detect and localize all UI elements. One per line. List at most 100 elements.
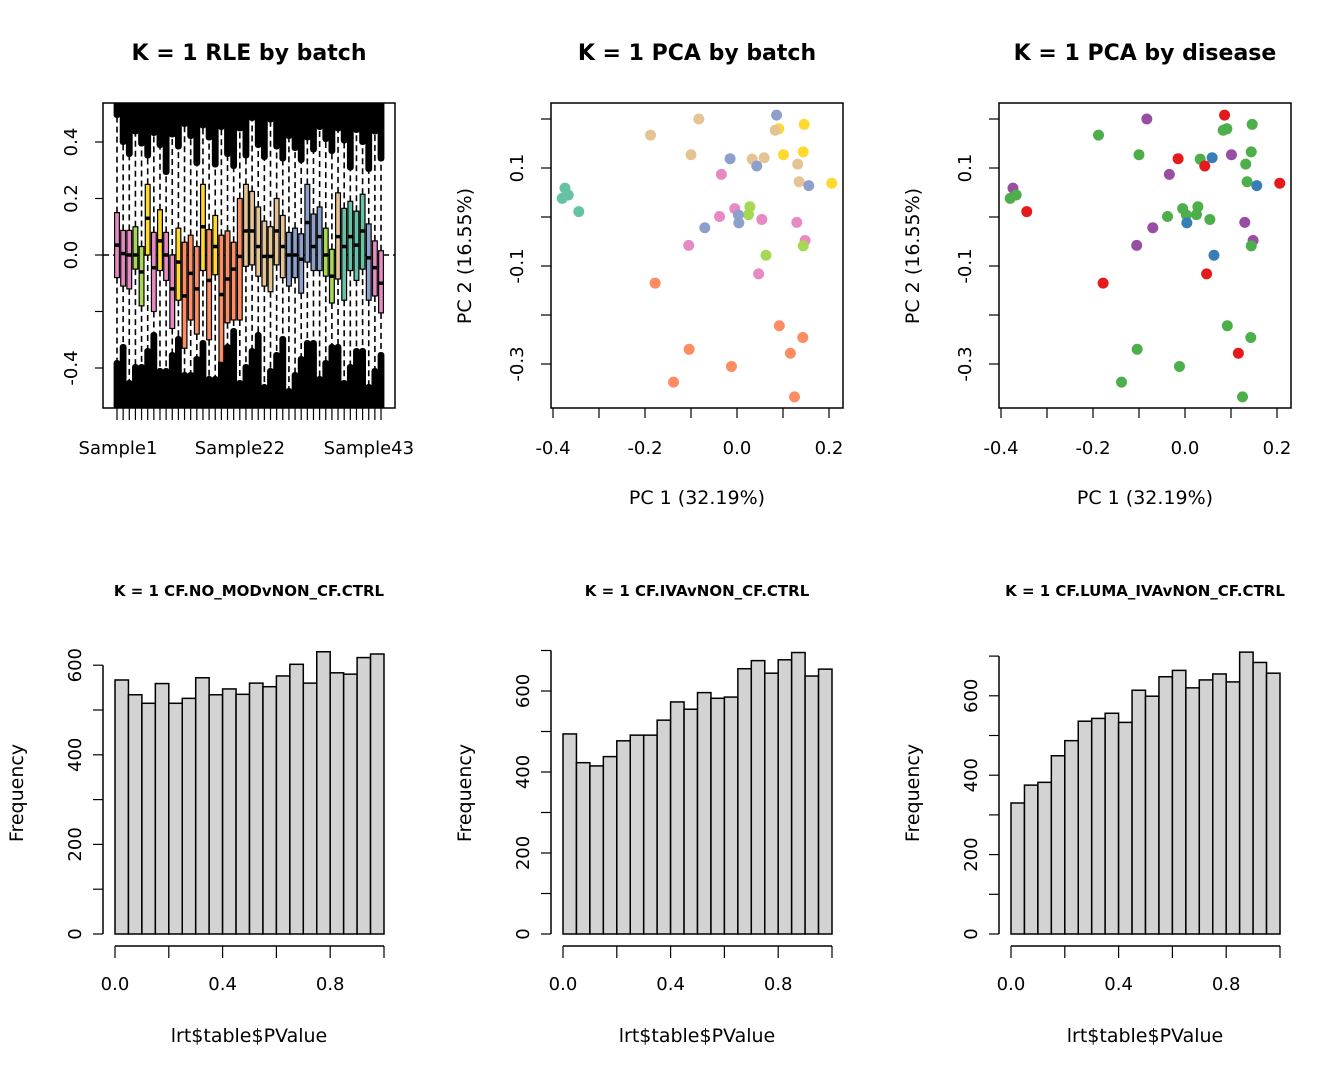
rle-outliers-upper [365,103,373,172]
rle-plot-area [103,103,395,408]
hist-bar [235,693,251,935]
hist-xtick-label: 0.4 [1104,974,1133,995]
hist-bar [1252,661,1268,935]
rle-xtick-label: Sample1 [79,438,158,459]
pca-point [797,240,809,252]
hist-xtick-label: 0.0 [549,974,578,995]
hist-bar [342,673,358,935]
rle-outliers-upper [328,103,336,154]
pca-point [1201,268,1213,280]
rle-outliers-upper [193,103,201,166]
pca-frame [550,102,844,409]
hist-bar [642,734,658,935]
rle-outliers-upper [113,103,121,118]
rle-ytick-label: 0.0 [61,241,82,270]
hist-bar [168,702,184,935]
rle-outliers-upper [316,103,324,130]
rle-box [169,254,176,330]
pca-point [1131,343,1143,355]
hist-bar [723,696,739,935]
pca-point [798,118,810,130]
rle-box [120,229,127,287]
rle-outliers-upper [310,103,317,153]
hist-bar [817,668,833,935]
rle-outliers-upper [144,103,152,159]
hist-bar [369,653,385,935]
rle-box [242,183,249,267]
pca-point [1206,152,1218,164]
rle-outliers-lower [297,356,305,408]
rle-outliers-lower [217,360,225,408]
rle-outliers-lower [187,372,195,408]
pca-xtick-label: 0.2 [815,438,844,459]
rle-outliers-lower [273,352,281,408]
hist3-title: K = 1 CF.LUMA_IVAvNON_CF.CTRL [1005,582,1285,600]
hist-bar [669,701,685,935]
rle-outliers-lower [371,368,379,408]
rle-outliers-upper [334,103,342,132]
pca-point [715,168,727,180]
pca-disease-xlabel: PC 1 (32.19%) [1077,487,1213,509]
hist-xtick-label: 0.8 [764,974,793,995]
rle-box [316,206,323,272]
hist-bar [194,676,210,935]
pca-point [1199,160,1211,172]
pca-point [1021,206,1033,218]
rle-outliers-lower [242,364,250,408]
hist-bar [1212,673,1227,935]
pca-point [556,192,568,204]
pca-point [693,113,705,125]
rle-outliers-upper [119,103,127,145]
pca-point [685,149,697,161]
hist2-ylabel: Frequency [454,744,476,842]
rle-outliers-lower [260,384,268,408]
rle-outliers-lower [353,348,360,408]
rle-outliers-lower [236,380,244,408]
rle-box [341,207,348,301]
rle-box [267,226,274,293]
hist-bar [1225,681,1241,935]
rle-outliers-upper [150,103,158,136]
hist-ytick-label: 600 [513,674,534,708]
pca-frame [998,102,1292,409]
hist1-xlabel: lrt$table$PValue [171,1025,327,1047]
rle-outliers-lower [168,352,176,408]
pca-point [751,160,763,172]
rle-outliers-upper [359,103,366,145]
hist-ytick-label: 200 [513,836,534,870]
rle-outliers-lower [359,348,366,408]
rle-outliers-upper [205,103,213,141]
pca-point [797,332,809,344]
rle-outliers-lower [175,336,182,408]
hist-bar [1185,687,1201,935]
hist-ytick-label: 200 [65,827,86,861]
pca-point [683,239,695,251]
pca-point [1147,222,1159,234]
rle-outliers-lower [132,364,139,408]
rle-outliers-upper [187,103,195,139]
rle-outliers-lower [230,328,238,408]
rle-box [310,213,317,272]
pca-point [777,149,789,161]
pca-point [573,206,585,218]
hist-bar [1090,717,1106,935]
rle-outliers-upper [297,103,305,163]
rle-outliers-lower [285,388,293,408]
rle-outliers-upper [175,103,182,150]
hist-bar [154,682,170,935]
pca-xtick-label: 0.0 [1171,438,1200,459]
pca-xtick-label: -0.4 [535,438,570,459]
hist-bar [804,675,820,935]
pca-point [1208,249,1220,261]
rle-outliers-lower [310,340,317,408]
rle-box [224,230,231,324]
hist-bar [616,740,631,935]
pca-disease-ylabel: PC 2 (16.55%) [902,188,924,324]
hist-bar [656,719,672,935]
rle-outliers-upper [236,103,244,132]
rle-box [230,241,237,321]
hist-ytick-label: 600 [961,679,982,713]
rle-outliers-upper [254,103,262,148]
pca-xtick-label: -0.2 [1075,438,1110,459]
pca-point [826,177,838,189]
